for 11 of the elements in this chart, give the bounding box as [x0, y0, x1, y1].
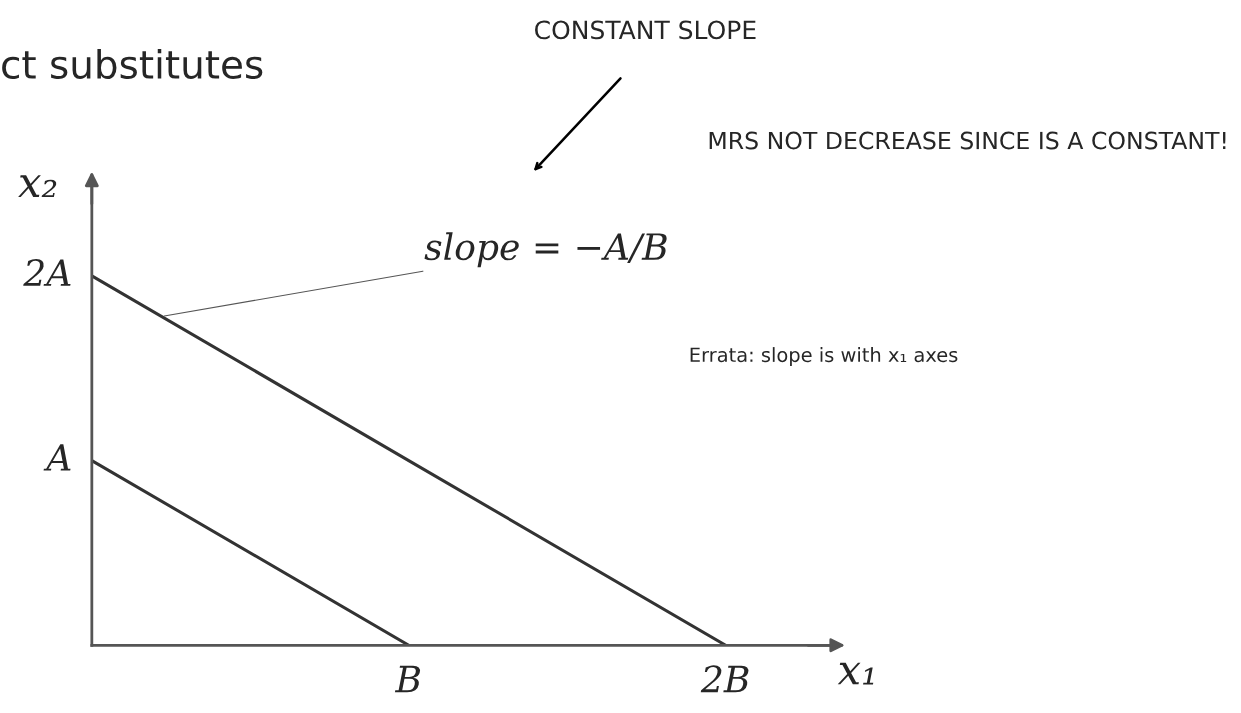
text: 2A: [23, 259, 71, 286]
x-axis-title: x₁: [837, 662, 874, 685]
text: slope = −A/B: [424, 232, 667, 268]
x-tick-label: 2B: [700, 665, 749, 693]
y-axis-title: x₂: [18, 175, 57, 198]
text: A: [43, 444, 71, 471]
annotation: Errata: slope is with x₁ axes: [690, 347, 958, 366]
text: MRS NOT DECREASE SINCE IS A CONSTANT!: [709, 131, 1226, 150]
chart-title: ct substitutes: [2, 48, 263, 80]
x-tick-label: B: [394, 665, 420, 693]
text: CONSTANT SLOPE: [535, 20, 756, 40]
